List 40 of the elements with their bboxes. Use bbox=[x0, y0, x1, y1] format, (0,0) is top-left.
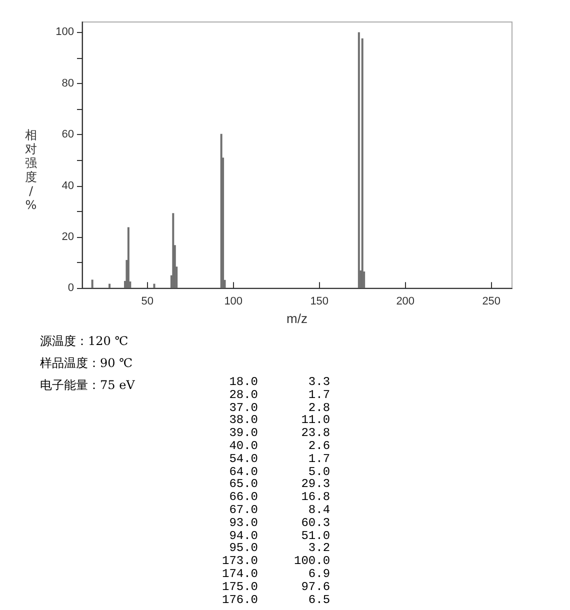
y-tick-label: 20 bbox=[62, 230, 74, 243]
text: 54.0 1.7 bbox=[228, 452, 330, 466]
bar bbox=[153, 284, 156, 288]
text: 176.0 6.5 bbox=[222, 592, 330, 607]
x-tick-label: 50 bbox=[141, 296, 154, 308]
text: 40.0 2.6 bbox=[228, 438, 330, 453]
text: 样品温度：90 ℃ bbox=[40, 355, 134, 372]
text: 电子能量：75 eV bbox=[40, 377, 135, 394]
text: 18.0 3.3 bbox=[228, 375, 330, 389]
x-tick-label: 100 bbox=[224, 296, 243, 308]
text: 65.0 29.3 bbox=[228, 477, 330, 492]
x-tick-label: 150 bbox=[310, 296, 329, 308]
text: 175.0 97.6 bbox=[222, 580, 330, 594]
bar bbox=[358, 32, 360, 288]
bar bbox=[127, 227, 130, 288]
y-tick-label: 40 bbox=[62, 180, 74, 192]
text: 173.0 100.0 bbox=[222, 554, 330, 568]
y-tick-label: 0 bbox=[68, 282, 74, 294]
y-tick-label: 100 bbox=[56, 26, 74, 38]
x-tick-label: 250 bbox=[482, 296, 501, 308]
y-tick-label: 60 bbox=[62, 128, 74, 141]
x-axis-title: m/z bbox=[286, 311, 308, 326]
text: 94.0 51.0 bbox=[228, 528, 330, 543]
bar bbox=[91, 280, 94, 288]
text: 源温度：120 ℃ bbox=[40, 333, 130, 350]
text: 28.0 1.7 bbox=[228, 388, 330, 402]
text: 38.0 11.0 bbox=[228, 413, 330, 428]
text: 93.0 60.3 bbox=[228, 516, 330, 530]
text: 39.0 23.8 bbox=[228, 426, 330, 440]
text: 66.0 16.8 bbox=[228, 490, 330, 504]
y-axis-title: 相对强度/% bbox=[24, 128, 38, 212]
text: 37.0 2.8 bbox=[228, 400, 330, 415]
text: 67.0 8.4 bbox=[228, 502, 330, 517]
y-tick-label: 80 bbox=[62, 77, 74, 90]
text: 174.0 6.9 bbox=[222, 566, 330, 581]
bar bbox=[172, 213, 174, 288]
x-tick-label: 200 bbox=[396, 296, 415, 308]
text: 64.0 5.0 bbox=[228, 464, 330, 479]
bar bbox=[108, 284, 111, 288]
text: 95.0 3.2 bbox=[228, 541, 330, 556]
